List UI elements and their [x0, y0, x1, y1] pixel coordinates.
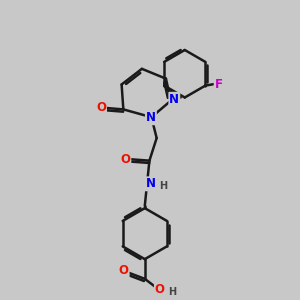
Text: O: O [120, 153, 130, 166]
Text: H: H [159, 181, 167, 191]
Text: H: H [169, 287, 177, 297]
Text: O: O [155, 283, 165, 296]
Text: N: N [169, 93, 179, 106]
Text: N: N [146, 111, 156, 124]
Text: N: N [146, 177, 156, 190]
Text: O: O [96, 101, 106, 114]
Text: F: F [215, 78, 223, 91]
Text: O: O [118, 264, 129, 277]
